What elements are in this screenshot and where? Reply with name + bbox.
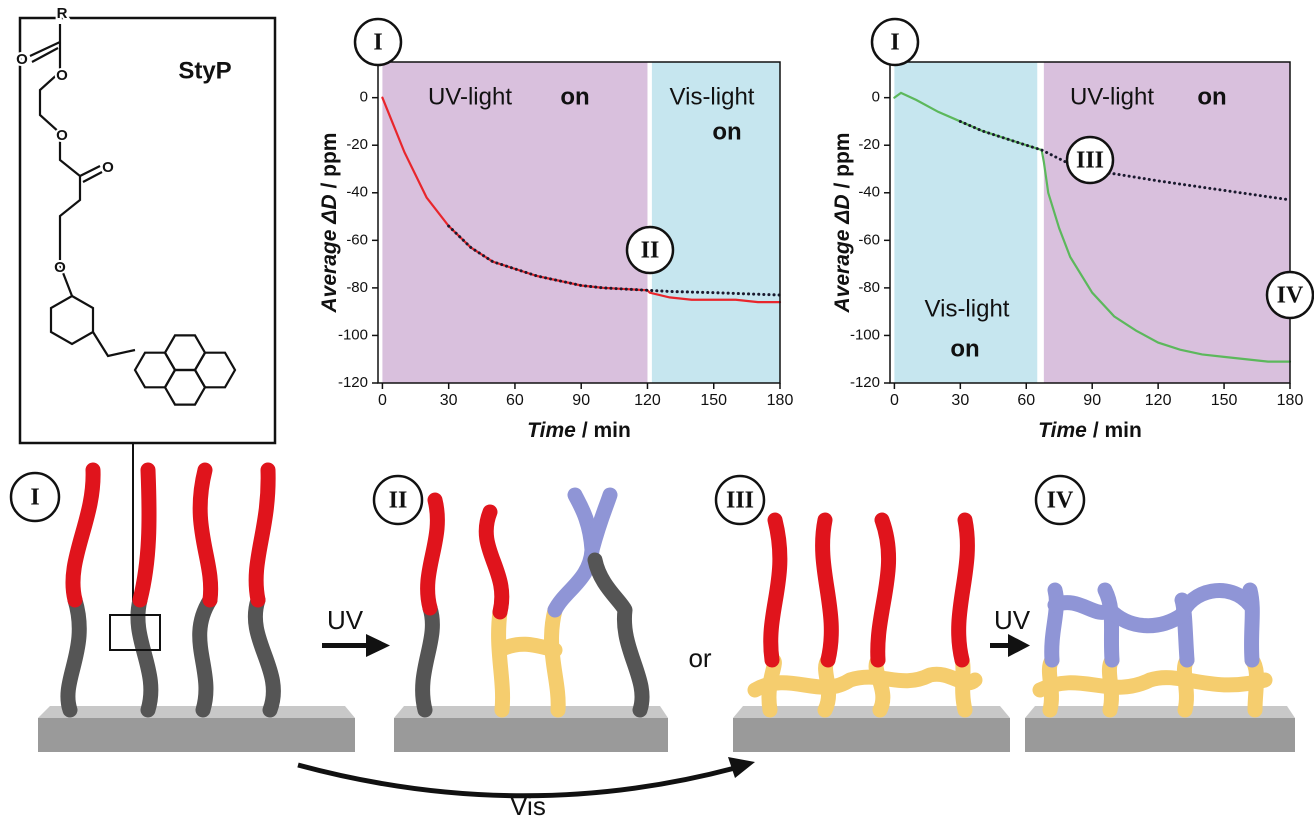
x-tick-label: 0 [378,392,387,409]
y-axis-label: Average ΔD / ppm [318,133,341,314]
structure-name: StyP [178,57,231,84]
y-tick-label: -60 [346,231,368,248]
x-tick-label: 30 [440,392,458,409]
atom-label: R [57,5,68,22]
y-tick-label: -40 [858,184,880,201]
y-axis-label-unit: / ppm [831,133,854,189]
x-tick-label: 120 [1145,392,1172,409]
annotation: on [560,83,589,110]
annotation: on [950,335,979,362]
x-axis-label-unit: / min [582,419,631,442]
y-tick-label: -40 [346,184,368,201]
x-tick-label: 180 [1277,392,1304,409]
atom-label: O [16,51,28,68]
y-tick-label: -80 [858,279,880,296]
x-tick-label: 120 [634,392,661,409]
x-axis-label: Time / min [527,419,631,442]
panel-label: IV [1047,488,1074,514]
y-axis-label-italic: Average ΔD [831,195,854,314]
arrow-label: Vis [510,791,546,821]
atom-label: O [56,67,68,84]
connector-text: or [688,643,711,673]
atom-label: O [56,127,68,144]
arrow-label: UV [994,605,1031,635]
y-axis-label-unit: / ppm [318,133,341,189]
annotation: on [1197,83,1226,110]
x-tick-label: 150 [700,392,727,409]
x-tick-label: 180 [767,392,794,409]
marker-label: I [373,30,382,56]
x-tick-label: 90 [1083,392,1101,409]
x-axis-label: Time / min [1038,419,1142,442]
annotation: on [712,118,741,145]
y-tick-label: 0 [872,89,880,106]
shaded-region [382,62,647,383]
x-axis-label-unit: / min [1093,419,1142,442]
x-axis-label-italic: Time [527,419,576,442]
y-axis-label: Average ΔD / ppm [831,133,854,314]
y-tick-label: 0 [360,89,368,106]
x-axis-label-italic: Time [1038,419,1087,442]
polymer-chains [68,470,1265,710]
arrow-label: UV [327,605,364,635]
panel-label: I [30,485,39,511]
y-tick-label: -100 [338,326,368,343]
marker-label: IV [1277,283,1304,309]
x-tick-label: 90 [572,392,590,409]
annotation: Vis-light [925,295,1010,322]
y-tick-label: -120 [338,374,368,391]
y-tick-label: -20 [858,136,880,153]
x-tick-label: 0 [890,392,899,409]
x-tick-label: 150 [1211,392,1238,409]
y-tick-label: -20 [346,136,368,153]
atom-label: O [54,259,66,276]
panel-label: II [389,488,408,514]
marker-label: II [641,238,660,264]
panel-label: III [726,488,754,514]
annotation: Vis-light [670,83,755,110]
marker-label: I [890,30,899,56]
y-tick-label: -60 [858,231,880,248]
annotation: UV-light [428,83,512,110]
annotation: UV-light [1070,83,1154,110]
y-tick-label: -80 [346,279,368,296]
x-tick-label: 60 [1017,392,1035,409]
y-tick-label: -120 [850,374,880,391]
x-tick-label: 60 [506,392,524,409]
x-tick-label: 30 [951,392,969,409]
marker-label: III [1076,148,1104,174]
y-tick-label: -100 [850,326,880,343]
y-axis-label-italic: Average ΔD [318,195,341,314]
figure: StyP R O O O O O UV UV Vis or I [0,0,1314,823]
atom-label: O [102,159,114,176]
